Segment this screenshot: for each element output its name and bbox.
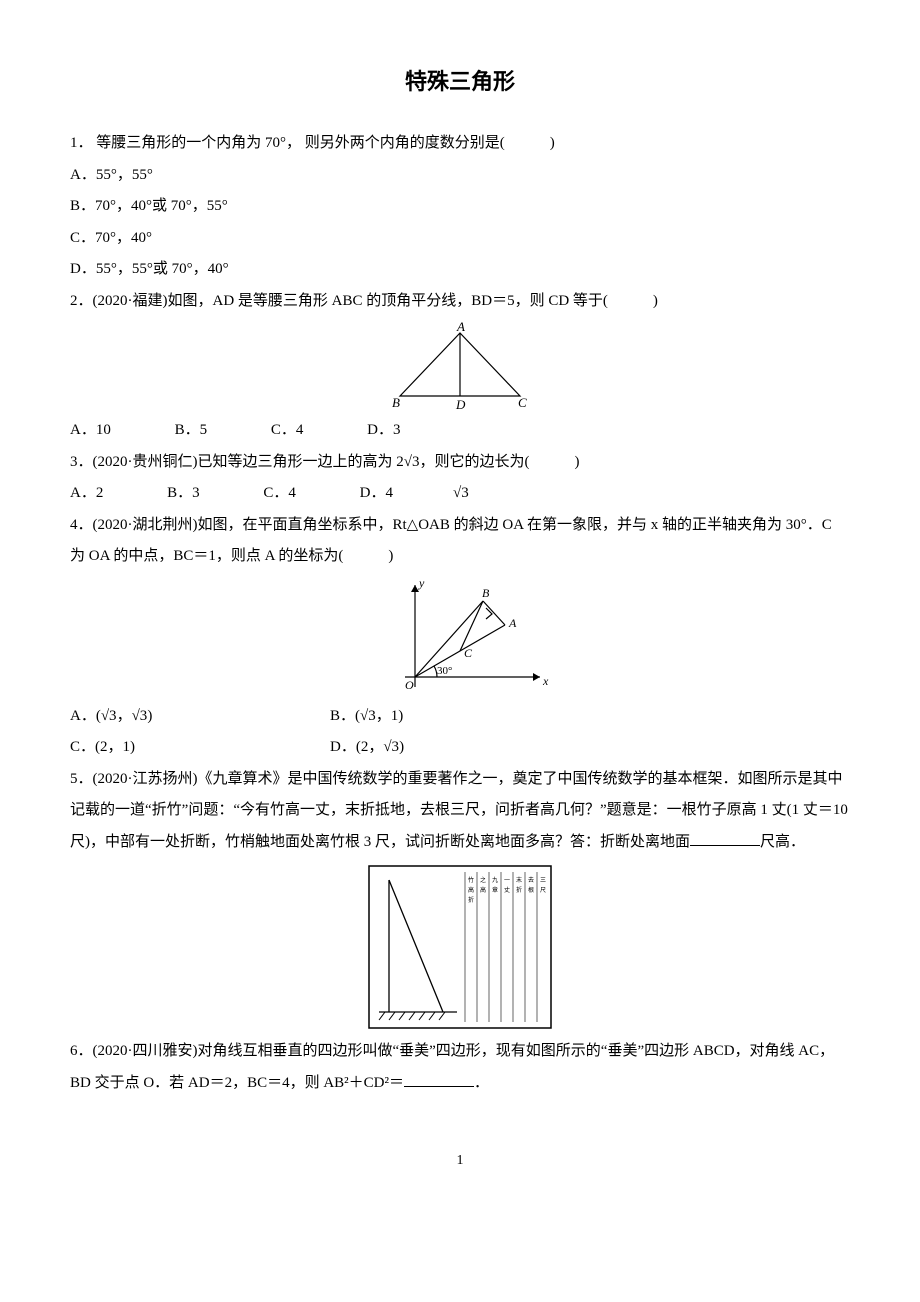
svg-text:高: 高 (468, 886, 474, 894)
q2-option-d: D．3 (367, 415, 400, 447)
q3-stem-pre: 3．(2020·贵州铜仁)已知等边三角形一边上的高为 2 (70, 454, 404, 470)
page-title: 特殊三角形 (70, 60, 850, 104)
q6-post: ． (474, 1075, 489, 1091)
svg-text:折: 折 (468, 896, 474, 904)
q4-option-b: B．(√3，1) (330, 708, 403, 724)
q4-a-pre: A．( (70, 708, 101, 724)
q3-d-pre: D．4 (360, 478, 393, 510)
q3-stem: 3．(2020·贵州铜仁)已知等边三角形一边上的高为 2√3，则它的边长为( ) (70, 447, 850, 479)
svg-text:一: 一 (504, 878, 510, 884)
q4-d-s: √3 (383, 739, 399, 755)
label-b: B (392, 395, 400, 410)
label-angle: 30° (437, 665, 452, 677)
q4-option-a: A．(√3，√3) (70, 708, 152, 724)
q2-option-c: C．4 (271, 415, 304, 447)
svg-text:之: 之 (480, 876, 486, 884)
label-d: D (455, 397, 466, 411)
q4-b-s: √3 (360, 708, 376, 724)
svg-text:三: 三 (540, 877, 546, 884)
q1-option-c: C．70°，40° (70, 223, 850, 255)
label-b4: B (482, 586, 490, 600)
q1-stem: 1． 等腰三角形的一个内角为 70°， 则另外两个内角的度数分别是( ) (70, 128, 850, 160)
label-o: O (405, 678, 414, 692)
q3-options: A．2 B．3 C．4 D．4 √3 (70, 478, 850, 510)
svg-text:竹: 竹 (468, 876, 474, 884)
q3-sqrt: √3 (404, 454, 420, 470)
q1-option-a: A．55°，55° (70, 160, 850, 192)
q5-stem: 5．(2020·江苏扬州)《九章算术》是中国传统数学的重要著作之一，奠定了中国传… (70, 764, 850, 859)
q4-a-mid: ， (117, 708, 132, 724)
q4-d-post: ) (399, 739, 404, 755)
q4-d-pre: D．(2， (330, 739, 383, 755)
q5-figure-bamboo: 竹高折 之高 九章 一丈 末折 去根 三尺 (365, 862, 555, 1032)
q1-option-b: B．70°，40°或 70°，55° (70, 191, 850, 223)
label-x: x (542, 674, 549, 688)
q2-options: A．10 B．5 C．4 D．3 (70, 415, 850, 447)
q3-d-sqrt: √3 (453, 478, 469, 510)
q4-a-s2: √3 (132, 708, 148, 724)
svg-text:根: 根 (528, 886, 534, 894)
q4-options-row1: A．(√3，√3) B．(√3，1) (70, 701, 850, 733)
q6-stem: 6．(2020·四川雅安)对角线互相垂直的四边形叫做“垂美”四边形，现有如图所示… (70, 1036, 850, 1099)
q4-options-row2: C．(2，1) D．(2，√3) (70, 732, 850, 764)
label-c: C (518, 395, 527, 410)
label-c4: C (464, 646, 473, 660)
q5-blank (690, 830, 760, 846)
q6-blank (404, 1071, 474, 1087)
q5-post: 尺高． (760, 834, 805, 850)
q1-option-d: D．55°，55°或 70°，40° (70, 254, 850, 286)
q3-option-b: B．3 (167, 478, 200, 510)
q4-a-post: ) (147, 708, 152, 724)
svg-text:丈: 丈 (504, 886, 510, 894)
svg-text:尺: 尺 (540, 887, 546, 894)
page-number: 1 (70, 1147, 850, 1175)
q4-option-d: D．(2，√3) (330, 739, 404, 755)
q4-b-pre: B．( (330, 708, 360, 724)
q2-option-b: B．5 (175, 415, 208, 447)
q2-figure-triangle: A B D C (370, 321, 550, 411)
q4-a-s1: √3 (101, 708, 117, 724)
q2-option-a: A．10 (70, 415, 111, 447)
q4-stem: 4．(2020·湖北荆州)如图，在平面直角坐标系中，Rt△OAB 的斜边 OA … (70, 510, 850, 573)
q2-stem: 2．(2020·福建)如图，AD 是等腰三角形 ABC 的顶角平分线，BD＝5，… (70, 286, 850, 318)
q3-option-a: A．2 (70, 478, 103, 510)
q4-option-c: C．(2，1) (70, 732, 330, 764)
label-a: A (456, 321, 465, 334)
svg-text:去: 去 (528, 876, 534, 884)
q3-option-d: D．4 √3 (360, 478, 529, 510)
svg-text:九: 九 (492, 876, 498, 884)
q4-b-post: ，1) (376, 708, 404, 724)
svg-text:末: 末 (516, 876, 522, 884)
svg-text:高: 高 (480, 886, 486, 894)
q3-option-c: C．4 (263, 478, 296, 510)
svg-text:折: 折 (516, 886, 522, 894)
svg-text:章: 章 (492, 886, 498, 894)
label-a4: A (508, 616, 517, 630)
q3-stem-post: ，则它的边长为( ) (419, 454, 579, 470)
q4-figure-coord: y x O A B C 30° (365, 577, 555, 697)
label-y: y (418, 577, 425, 590)
